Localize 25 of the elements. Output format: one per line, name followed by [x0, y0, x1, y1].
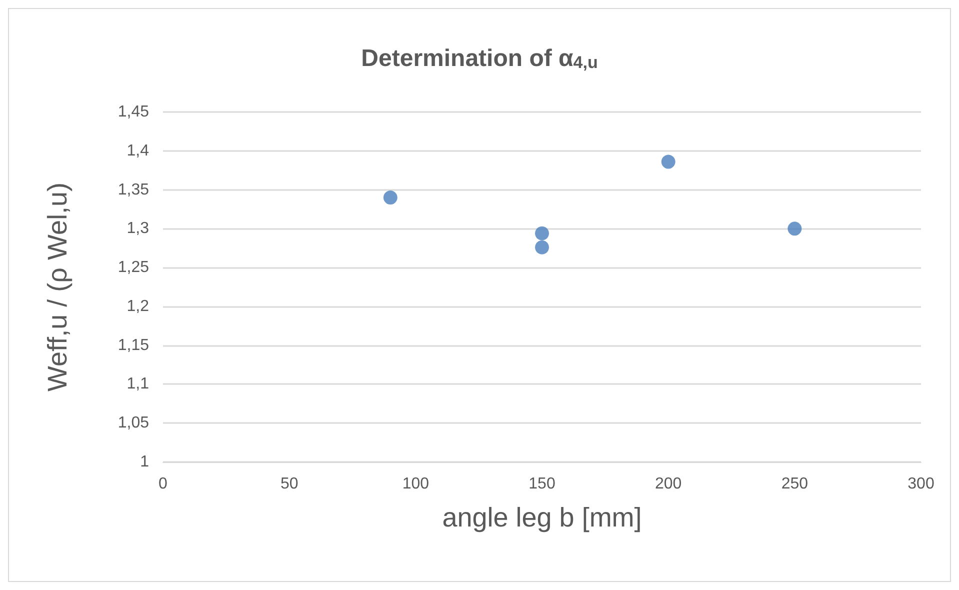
x-tick-label: 250: [781, 476, 808, 492]
chart-title: Determination of α4,u: [361, 45, 598, 72]
y-tick-label: 1,05: [118, 414, 150, 432]
y-tick-label: 1,45: [118, 104, 150, 120]
y-tick-label: 1,3: [126, 220, 150, 238]
point: [788, 222, 802, 236]
x-tick-label: 50: [280, 476, 298, 492]
y-tick-label: 1,35: [118, 181, 150, 198]
x-tick-label: 0: [158, 476, 168, 492]
x-axis-title: angle leg b [mm]: [442, 502, 642, 532]
point: [661, 154, 676, 169]
point: [383, 190, 398, 205]
y-tick-label: 1,25: [118, 259, 150, 276]
x-tick-label: 150: [528, 476, 556, 492]
x-tick-label: 300: [908, 476, 934, 492]
x-tick-label: 200: [654, 476, 682, 492]
y-tick-label: 1,15: [118, 336, 150, 354]
y-tick-label: 1,4: [126, 142, 150, 160]
point: [535, 240, 549, 254]
y-tick-label: 1,1: [126, 376, 150, 393]
x-tick-label: 100: [402, 476, 430, 492]
point: [535, 226, 549, 240]
y-tick-label: 1: [140, 454, 150, 470]
y-axis-title: Weff,u / (ρ Wel,u): [42, 182, 72, 392]
y-tick-label: 1,2: [126, 298, 150, 315]
